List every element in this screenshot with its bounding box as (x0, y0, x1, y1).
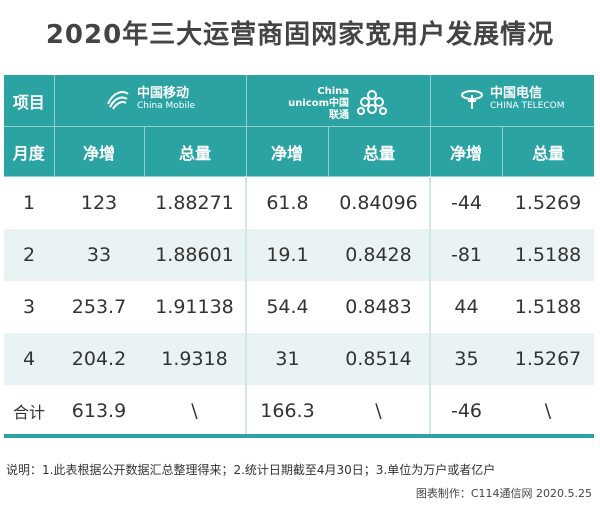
data-cell: 253.7 (71, 296, 127, 318)
table-row: 1 123 1.88271 61.8 0.84096 -44 1.5269 (4, 176, 594, 229)
data-cell: 1.5188 (514, 296, 582, 318)
footnote: 说明：1.此表根据公开数据汇总整理得来；2.统计日期截至4月30日；3.单位为万… (6, 463, 496, 477)
operator-china-mobile: 中国移动 China Mobile (54, 75, 247, 127)
month-cell: 4 (4, 333, 54, 385)
net-add-header: 净增 (54, 126, 145, 177)
total-header: 总量 (144, 126, 247, 177)
table-row: 4 204.2 1.9318 31 0.8514 35 1.5267 (4, 333, 595, 385)
month-cell: 合计 (12, 403, 45, 422)
china-mobile-logo-icon (107, 91, 129, 110)
data-cell: 54.4 (266, 296, 309, 318)
month-cell: 1 (22, 192, 36, 214)
data-cell: 19.1 (246, 229, 328, 281)
data-cell: 613.9 (71, 400, 127, 422)
table-row: 3 253.7 1.91138 54.4 0.8483 44 1.5188 (4, 281, 594, 333)
data-cell: -44 (450, 192, 483, 214)
data-cell: 0.8514 (328, 333, 431, 385)
data-cell: 0.84096 (328, 176, 431, 229)
month-cell: 2 (4, 229, 54, 281)
data-cell: 0.8483 (328, 281, 431, 333)
data-cell: 33 (54, 229, 144, 281)
data-cell: 35 (430, 333, 502, 385)
data-cell: 0.8428 (328, 229, 431, 281)
data-cell: 166.3 (260, 400, 315, 422)
data-cell: 1.88271 (144, 176, 247, 229)
data-cell: 31 (246, 333, 328, 385)
broadband-table: 项目 中国移动 China Mobile China unicom中国联通 (4, 75, 595, 437)
operator-china-unicom: China unicom中国联通 (246, 75, 431, 127)
data-cell: 44 (454, 296, 479, 318)
header-row-operators: 项目 中国移动 China Mobile China unicom中国联通 (4, 75, 595, 127)
data-cell: 1.5188 (502, 229, 595, 281)
header-row-metrics: 月度 净增 总量 净增 总量 净增 总量 (4, 126, 595, 177)
month-cell: 3 (22, 296, 36, 318)
item-label: 项目 (4, 75, 55, 127)
data-cell: -46 (450, 400, 483, 422)
china-telecom-name-en: CHINA TELECOM (490, 100, 565, 111)
data-cell: 1.88601 (144, 229, 247, 281)
table-row-total: 合计 613.9 \ 166.3 \ -46 \ (4, 385, 594, 437)
data-cell: \ (328, 385, 431, 437)
china-unicom-logo-icon (357, 90, 387, 115)
china-unicom-name: China unicom中国联通 (288, 86, 349, 121)
data-cell: 204.2 (54, 333, 144, 385)
net-add-header: 净增 (246, 126, 329, 177)
data-cell: 61.8 (266, 192, 309, 214)
chart-credit: 图表制作：C114通信网 2020.5.25 (415, 487, 592, 500)
china-mobile-name-en: China Mobile (136, 101, 196, 111)
data-cell: \ (544, 400, 552, 422)
net-add-header: 净增 (430, 126, 503, 177)
data-cell: 1.5269 (514, 192, 582, 214)
data-cell: 123 (80, 192, 118, 214)
data-cell: 1.91138 (144, 281, 247, 333)
month-label: 月度 (4, 126, 55, 177)
data-cell: 1.9318 (144, 333, 247, 385)
total-header: 总量 (328, 126, 431, 177)
china-telecom-logo-icon (461, 89, 484, 109)
table-bottom-rule (4, 434, 594, 438)
total-header: 总量 (502, 126, 595, 177)
china-telecom-name: 中国电信 (490, 85, 543, 101)
operator-china-telecom: 中国电信 CHINA TELECOM (430, 75, 595, 127)
data-cell: \ (144, 385, 247, 437)
data-cell: 1.5267 (502, 333, 595, 385)
data-cell: -81 (430, 229, 502, 281)
table-row: 2 33 1.88601 19.1 0.8428 -81 1.5188 (4, 229, 595, 281)
china-mobile-name: 中国移动 (136, 86, 189, 101)
page-title: 2020年三大运营商固网家宽用户发展情况 (45, 20, 555, 50)
